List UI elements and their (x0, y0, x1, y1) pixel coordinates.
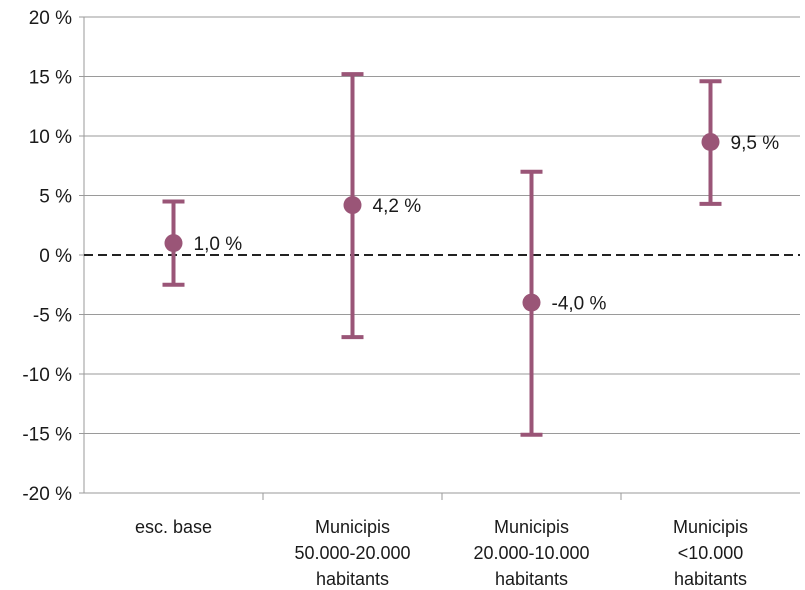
x-category-label: 20.000-10.000 (473, 543, 589, 563)
x-category-labels: esc. base Municipis 50.000-20.000 habitants… (135, 517, 748, 589)
y-tick-label: -20 % (22, 484, 72, 505)
series-markers: 1,0 % 4,2 % -4,0 % 9,5 % (162, 72, 780, 437)
y-tick-label: 10 % (29, 127, 72, 148)
y-tick-label: 20 % (29, 8, 72, 29)
axes (79, 16, 622, 500)
x-category-label: Municipis (315, 517, 390, 537)
y-tick-label: -10 % (22, 365, 72, 386)
data-label: 1,0 % (194, 234, 243, 255)
data-point (522, 293, 541, 312)
y-tick-label: -15 % (22, 425, 72, 446)
x-category-label: esc. base (135, 517, 212, 537)
x-category-label: Municipis (673, 517, 748, 537)
x-category-label: Municipis (494, 517, 569, 537)
x-category-label: 50.000-20.000 (294, 543, 410, 563)
data-label: 9,5 % (731, 133, 780, 154)
x-category-label: habitants (316, 569, 389, 589)
data-point (164, 234, 183, 253)
data-label: -4,0 % (552, 294, 607, 315)
y-tick-label: -5 % (33, 306, 72, 327)
y-tick-label: 5 % (39, 187, 72, 208)
x-category-label: <10.000 (678, 543, 744, 563)
y-tick-label: 0 % (39, 246, 72, 267)
y-tick-labels: -20 % -15 % -10 % -5 % 0 % 5 % 10 % 15 % 20 % (22, 8, 72, 505)
y-tick-label: 15 % (29, 68, 72, 89)
x-category-label: habitants (495, 569, 568, 589)
data-point (343, 196, 362, 215)
data-label: 4,2 % (373, 196, 422, 217)
x-category-label: habitants (674, 569, 747, 589)
data-point (701, 132, 720, 151)
grid-lines (84, 16, 800, 494)
